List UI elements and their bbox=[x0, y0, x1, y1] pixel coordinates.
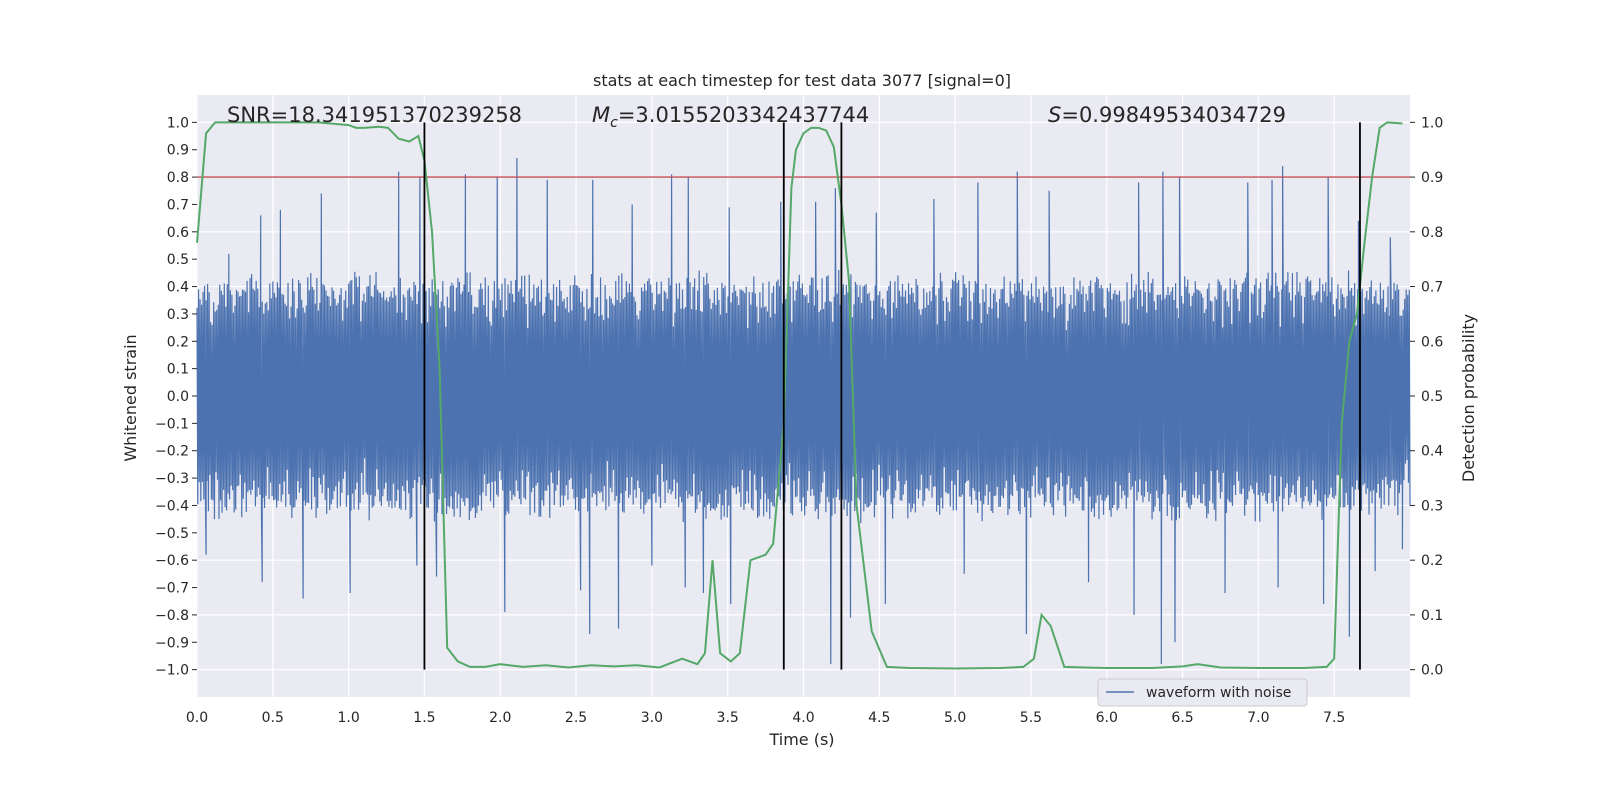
waveform-line bbox=[196, 157, 1411, 665]
x-tick-label: 1.5 bbox=[413, 710, 435, 726]
y-axis-label: Whitened strain bbox=[121, 334, 140, 461]
y-tick-label: 0.3 bbox=[167, 307, 189, 323]
x-axis-ticks: 0.0 0.5 1.0 1.5 2.0 2.5 3.0 3.5 4.0 4.5 5.0 5.5 6.0 6… bbox=[186, 710, 1345, 726]
x-tick-label: 1.0 bbox=[337, 710, 359, 726]
y2-tick-label: 0.8 bbox=[1421, 225, 1443, 241]
x-tick-label: 3.5 bbox=[717, 710, 739, 726]
waveform-series bbox=[196, 157, 1411, 665]
y-tick-label: −0.4 bbox=[155, 498, 189, 514]
x-tick-label: 5.5 bbox=[1020, 710, 1042, 726]
x-tick-label: 3.0 bbox=[641, 710, 663, 726]
x-tick-label: 4.5 bbox=[868, 710, 890, 726]
x-axis-label: Time (s) bbox=[768, 730, 834, 749]
y-tick-label: 0.2 bbox=[167, 334, 189, 350]
s-symbol: S bbox=[1048, 103, 1061, 127]
chirp-mass-subscript: c bbox=[610, 115, 618, 131]
vertical-markers bbox=[423, 122, 1361, 670]
y-tick-label: 0.9 bbox=[167, 143, 189, 159]
chirp-mass-symbol: M bbox=[592, 103, 610, 127]
y-tick-label: −0.1 bbox=[155, 416, 189, 432]
y-tick-label: 0.5 bbox=[167, 252, 189, 268]
y-tick-label: 1.0 bbox=[167, 115, 189, 131]
y2-tick-label: 1.0 bbox=[1421, 115, 1443, 131]
y2-tick-label: 0.4 bbox=[1421, 444, 1443, 460]
y2-tick-label: 0.5 bbox=[1421, 389, 1443, 405]
y-tick-label: 0.6 bbox=[167, 225, 189, 241]
x-tick-label: 0.0 bbox=[186, 710, 208, 726]
legend-box bbox=[1097, 678, 1308, 707]
x-tick-label: 4.0 bbox=[792, 710, 814, 726]
y-tick-label: 0.4 bbox=[167, 280, 189, 296]
y-tick-label: 0.0 bbox=[167, 389, 189, 405]
chirp-mass-value: =3.0155203342437744 bbox=[618, 103, 869, 127]
x-tick-label: 7.0 bbox=[1247, 710, 1269, 726]
snr-annotation: SNR=18.341951370239258 bbox=[227, 103, 522, 127]
probability-line bbox=[196, 121, 1403, 670]
y2-tick-label: 0.2 bbox=[1421, 553, 1443, 569]
y2-tick-label: 0.0 bbox=[1421, 663, 1443, 679]
y2-tick-label: 0.3 bbox=[1421, 498, 1443, 514]
y2-axis-label: Detection probability bbox=[1459, 314, 1478, 482]
x-tick-label: 2.5 bbox=[565, 710, 587, 726]
y2-tick-label: 0.6 bbox=[1421, 334, 1443, 350]
s-annotation: S=0.99849534034729 bbox=[1048, 103, 1286, 127]
x-tick-label: 5.0 bbox=[944, 710, 966, 726]
y2-tick-label: 0.1 bbox=[1421, 608, 1443, 624]
legend-label: waveform with noise bbox=[1146, 685, 1291, 701]
y-tick-label: −0.6 bbox=[155, 553, 189, 569]
y-tick-label: −0.7 bbox=[155, 581, 189, 597]
x-tick-label: 7.5 bbox=[1323, 710, 1345, 726]
x-tick-label: 0.5 bbox=[262, 710, 284, 726]
x-tick-label: 2.0 bbox=[489, 710, 511, 726]
y-axis-ticks: −1.0 −0.9 −0.8 −0.7 −0.6 −0.5 −0.4 −0.3 −0.2 −0.1… bbox=[155, 115, 197, 679]
y2-axis-ticks: 0.0 0.1 0.2 0.3 0.4 0.5 0.6 0.7 0.8 0.9 1.0 bbox=[1410, 115, 1443, 679]
y-tick-label: −0.9 bbox=[155, 635, 189, 651]
probability-series bbox=[196, 121, 1403, 670]
y2-tick-label: 0.9 bbox=[1421, 170, 1443, 186]
chart-title: stats at each timestep for test data 307… bbox=[593, 71, 1011, 90]
chirp-mass-annotation: Mc=3.0155203342437744 bbox=[592, 103, 869, 131]
y-tick-label: −0.2 bbox=[155, 444, 189, 460]
y-tick-label: −1.0 bbox=[155, 663, 189, 679]
s-value: =0.99849534034729 bbox=[1061, 103, 1286, 127]
x-tick-label: 6.5 bbox=[1171, 710, 1193, 726]
y-tick-label: −0.5 bbox=[155, 526, 189, 542]
y-tick-label: 0.7 bbox=[167, 197, 189, 213]
y-tick-label: 0.1 bbox=[167, 362, 189, 378]
x-tick-label: 6.0 bbox=[1096, 710, 1118, 726]
y-tick-label: 0.8 bbox=[167, 170, 189, 186]
y-tick-label: −0.8 bbox=[155, 608, 189, 624]
legend: waveform with noise bbox=[1097, 678, 1308, 707]
y-tick-label: −0.3 bbox=[155, 471, 189, 487]
y2-tick-label: 0.7 bbox=[1421, 280, 1443, 296]
